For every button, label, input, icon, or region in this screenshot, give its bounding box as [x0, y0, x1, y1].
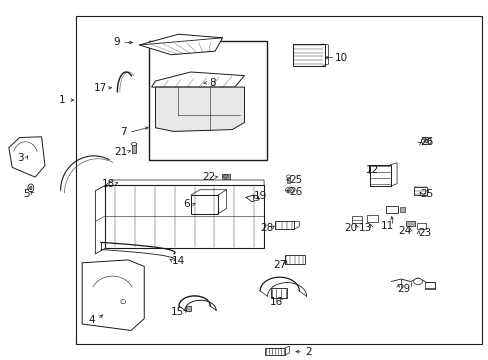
Text: 20: 20: [344, 222, 357, 233]
Text: 13: 13: [358, 222, 372, 233]
Text: 25: 25: [288, 175, 302, 185]
Text: 4: 4: [88, 315, 95, 325]
Bar: [132, 143, 136, 153]
Polygon shape: [155, 87, 244, 131]
Text: 29: 29: [396, 284, 410, 294]
Bar: [292, 44, 324, 66]
Polygon shape: [139, 34, 222, 55]
Text: 26: 26: [419, 137, 433, 147]
Text: 14: 14: [171, 256, 185, 266]
Text: 22: 22: [202, 172, 216, 182]
Ellipse shape: [29, 186, 32, 190]
Bar: [400, 207, 405, 212]
Text: 9: 9: [113, 37, 120, 48]
Text: 6: 6: [183, 199, 190, 210]
Ellipse shape: [223, 175, 228, 178]
Text: 21: 21: [114, 147, 128, 157]
Text: 7: 7: [120, 127, 126, 138]
Text: 5: 5: [23, 189, 30, 199]
Bar: [285, 256, 304, 264]
Bar: [270, 288, 286, 298]
Text: 26: 26: [288, 186, 302, 197]
Ellipse shape: [285, 187, 293, 193]
Text: 24: 24: [397, 226, 411, 236]
Bar: [425, 282, 434, 289]
Ellipse shape: [287, 189, 291, 192]
Bar: [76, 16, 481, 344]
Text: 15: 15: [170, 307, 183, 318]
Bar: [366, 215, 377, 222]
Bar: [264, 348, 285, 355]
Text: 12: 12: [365, 165, 379, 175]
Text: 25: 25: [419, 189, 433, 199]
Ellipse shape: [421, 138, 430, 145]
Text: 10: 10: [334, 53, 347, 63]
Bar: [222, 174, 229, 179]
Bar: [416, 223, 426, 229]
Text: 17: 17: [93, 83, 107, 93]
Bar: [351, 216, 361, 223]
Bar: [406, 220, 414, 226]
Ellipse shape: [121, 300, 125, 304]
Text: 19: 19: [253, 191, 266, 201]
Text: 16: 16: [269, 297, 283, 307]
Bar: [413, 187, 427, 195]
Text: 11: 11: [380, 221, 393, 231]
Bar: [190, 195, 217, 214]
Bar: [386, 206, 398, 213]
Ellipse shape: [413, 278, 422, 285]
Text: 23: 23: [417, 228, 430, 238]
Bar: [275, 221, 293, 229]
Text: 3: 3: [17, 153, 24, 163]
Text: 18: 18: [102, 179, 115, 189]
Ellipse shape: [286, 175, 290, 178]
Text: 28: 28: [259, 222, 273, 233]
Text: 2: 2: [305, 347, 312, 357]
Polygon shape: [82, 260, 144, 330]
Polygon shape: [151, 72, 244, 87]
Ellipse shape: [131, 143, 137, 145]
Text: 27: 27: [272, 260, 286, 270]
Text: 8: 8: [209, 78, 216, 88]
Polygon shape: [9, 137, 45, 177]
Bar: [185, 306, 190, 311]
Bar: [286, 176, 289, 183]
Bar: [149, 41, 266, 160]
Ellipse shape: [28, 184, 34, 192]
Polygon shape: [105, 185, 264, 248]
Ellipse shape: [423, 139, 428, 143]
Bar: [369, 165, 390, 186]
Text: 1: 1: [59, 95, 66, 105]
